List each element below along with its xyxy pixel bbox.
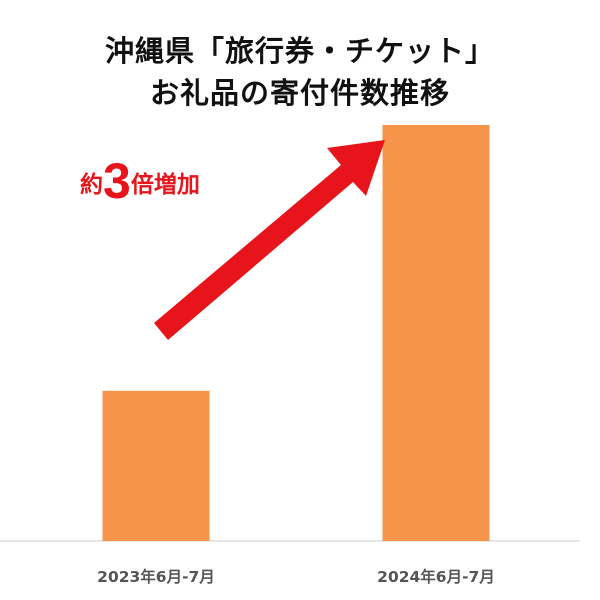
x-tick-label: 2024年6月-7月	[377, 567, 495, 586]
annotation-suffix: 倍増加	[130, 172, 200, 198]
x-tick-label: 2023年6月-7月	[97, 567, 215, 586]
chart-title: 沖縄県「旅行券・チケット」	[104, 34, 495, 68]
bar-0	[102, 390, 210, 541]
bar-1	[382, 125, 490, 541]
annotation-number: 3	[103, 153, 131, 209]
increase-arrow	[154, 140, 385, 340]
annotation-prefix: 約	[80, 172, 103, 198]
chart-subtitle: お礼品の寄付件数推移	[149, 76, 450, 110]
increase-annotation: 約3倍増加	[80, 152, 200, 210]
